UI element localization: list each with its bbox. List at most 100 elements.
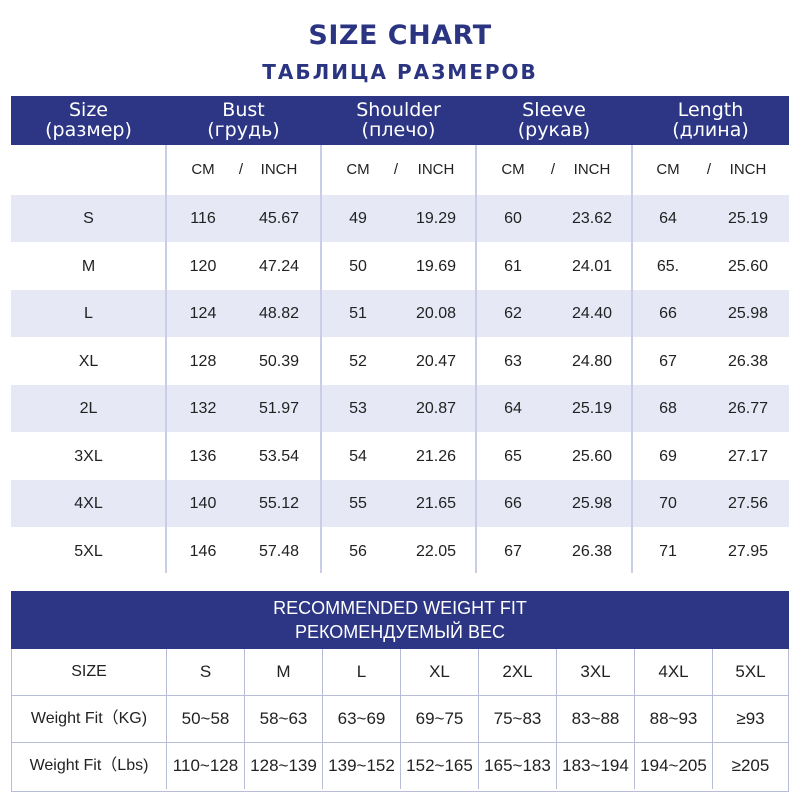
weight-cell: 110~128 xyxy=(167,743,245,789)
cell-sleeve-cm: 67 xyxy=(504,542,522,560)
cell-shoulder-in: 20.87 xyxy=(415,400,457,417)
weight-cell: L xyxy=(323,649,401,695)
cell-length-cm: 67 xyxy=(659,352,677,370)
cell-sleeve-in: 24.40 xyxy=(571,305,613,322)
cell-sleeve-in: 23.62 xyxy=(571,210,613,227)
cell-length-in: 27.95 xyxy=(727,542,769,560)
unit-separator: / xyxy=(550,161,556,178)
cell-sleeve-cm: 61 xyxy=(504,257,522,275)
weight-cell: 83~88 xyxy=(557,696,635,742)
size-label: 2L xyxy=(79,400,98,417)
cell-shoulder-cm: 49 xyxy=(349,210,367,227)
unit-inch: INCH xyxy=(417,161,455,178)
cell-shoulder-in: 20.47 xyxy=(415,352,457,370)
table-row: M 120 47.24 50 19.69 61 24.01 65. 25.60 xyxy=(11,243,789,290)
weight-cell: ≥205 xyxy=(731,756,770,775)
unit-separator: / xyxy=(393,161,399,178)
column-divider xyxy=(165,145,167,573)
header-length-en: Length xyxy=(677,99,744,121)
unit-inch: INCH xyxy=(729,161,767,178)
cell-bust-cm: 146 xyxy=(189,542,217,560)
cell-bust-in: 47.24 xyxy=(258,257,300,275)
cell-length-in: 27.17 xyxy=(727,447,769,465)
cell-sleeve-in: 25.98 xyxy=(571,495,613,512)
cell-shoulder-cm: 52 xyxy=(349,352,367,370)
cell-shoulder-cm: 53 xyxy=(349,400,367,417)
weight-cell: 63~69 xyxy=(323,696,401,742)
unit-cm: CM xyxy=(191,161,215,178)
header-size-en: Size xyxy=(68,99,108,121)
weight-cell: 165~183 xyxy=(479,743,557,789)
size-label: 3XL xyxy=(74,447,103,465)
weight-cell: ≥93 xyxy=(736,709,765,728)
cell-sleeve-cm: 64 xyxy=(504,400,522,417)
cell-sleeve-in: 25.19 xyxy=(571,400,613,417)
header-bust-ru: (грудь) xyxy=(207,119,280,141)
weight-cell: 183~194 xyxy=(557,743,635,789)
cell-bust-in: 53.54 xyxy=(258,447,300,465)
weight-cell: 3XL xyxy=(557,649,635,695)
cell-length-cm: 65. xyxy=(656,257,680,275)
weight-cell: 2XL xyxy=(479,649,557,695)
unit-row: CM / INCH CM / INCH CM / INCH CM / INCH xyxy=(11,145,789,195)
cell-length-in: 27.56 xyxy=(727,495,769,512)
weight-cell: XL xyxy=(401,649,479,695)
weight-cell: 69~75 xyxy=(401,696,479,742)
weight-row-label: Weight Fit（KG) xyxy=(12,696,167,742)
cell-length-in: 25.19 xyxy=(727,210,769,227)
size-label: L xyxy=(84,305,93,322)
cell-shoulder-cm: 51 xyxy=(349,305,367,322)
weight-title-ru: РЕКОМЕНДУЕМЫЙ ВЕС xyxy=(294,622,505,642)
cell-bust-cm: 140 xyxy=(189,495,217,512)
cell-bust-in: 57.48 xyxy=(258,542,300,560)
size-table-header: Size (размер) Bust (грудь) Shoulder (пле… xyxy=(11,96,789,145)
weight-row-label: Weight Fit（Lbs) xyxy=(12,743,167,789)
cell-length-in: 25.60 xyxy=(727,257,769,275)
cell-shoulder-in: 19.69 xyxy=(415,257,457,275)
table-row: SIZE S M L XL 2XL 3XL 4XL 5XL xyxy=(12,649,788,696)
cell-bust-cm: 124 xyxy=(189,305,217,322)
cell-sleeve-cm: 60 xyxy=(504,210,522,227)
cell-sleeve-in: 24.01 xyxy=(571,257,613,275)
header-shoulder-en: Shoulder xyxy=(356,99,441,121)
cell-shoulder-cm: 50 xyxy=(349,257,367,275)
cell-sleeve-in: 24.80 xyxy=(571,352,613,370)
cell-sleeve-in: 25.60 xyxy=(571,447,613,465)
unit-separator: / xyxy=(238,161,244,178)
cell-bust-in: 50.39 xyxy=(258,352,300,370)
cell-bust-in: 45.67 xyxy=(258,210,300,227)
cell-length-cm: 68 xyxy=(659,400,677,417)
cell-shoulder-in: 22.05 xyxy=(415,542,457,560)
cell-length-cm: 66 xyxy=(659,305,677,322)
weight-cell: 128~139 xyxy=(245,743,323,789)
cell-bust-cm: 132 xyxy=(189,400,217,417)
header-sleeve-ru: (рукав) xyxy=(517,119,591,141)
header-shoulder: Shoulder (плечо) xyxy=(321,96,476,145)
weight-cell: 50~58 xyxy=(167,696,245,742)
cell-shoulder-cm: 55 xyxy=(349,495,367,512)
weight-table-header: RECOMMENDED WEIGHT FIT РЕКОМЕНДУЕМЫЙ ВЕС xyxy=(11,591,789,649)
unit-cm: CM xyxy=(346,161,370,178)
table-row: 4XL 140 55.12 55 21.65 66 25.98 70 27.56 xyxy=(11,480,789,527)
cell-bust-cm: 136 xyxy=(189,447,217,465)
table-row: XL 128 50.39 52 20.47 63 24.80 67 26.38 xyxy=(11,338,789,385)
weight-cell: 139~152 xyxy=(323,743,401,789)
weight-fit-table: RECOMMENDED WEIGHT FIT РЕКОМЕНДУЕМЫЙ ВЕС… xyxy=(11,591,789,792)
header-length-ru: (длина) xyxy=(672,119,749,141)
cell-length-cm: 64 xyxy=(659,210,677,227)
size-label: 5XL xyxy=(74,542,103,560)
weight-cell: 194~205 xyxy=(635,743,713,789)
table-row: 2L 132 51.97 53 20.87 64 25.19 68 26.77 xyxy=(11,385,789,432)
header-sleeve-en: Sleeve xyxy=(522,99,586,121)
weight-title-en: RECOMMENDED WEIGHT FIT xyxy=(273,598,527,618)
unit-inch: INCH xyxy=(573,161,611,178)
size-label: S xyxy=(83,210,94,227)
cell-shoulder-cm: 56 xyxy=(349,542,367,560)
weight-cell: 58~63 xyxy=(245,696,323,742)
size-label: XL xyxy=(78,352,99,370)
weight-cell: 88~93 xyxy=(635,696,713,742)
cell-bust-in: 55.12 xyxy=(258,495,300,512)
size-label: M xyxy=(81,257,96,275)
cell-shoulder-in: 20.08 xyxy=(415,305,457,322)
header-size-ru: (размер) xyxy=(45,119,132,141)
